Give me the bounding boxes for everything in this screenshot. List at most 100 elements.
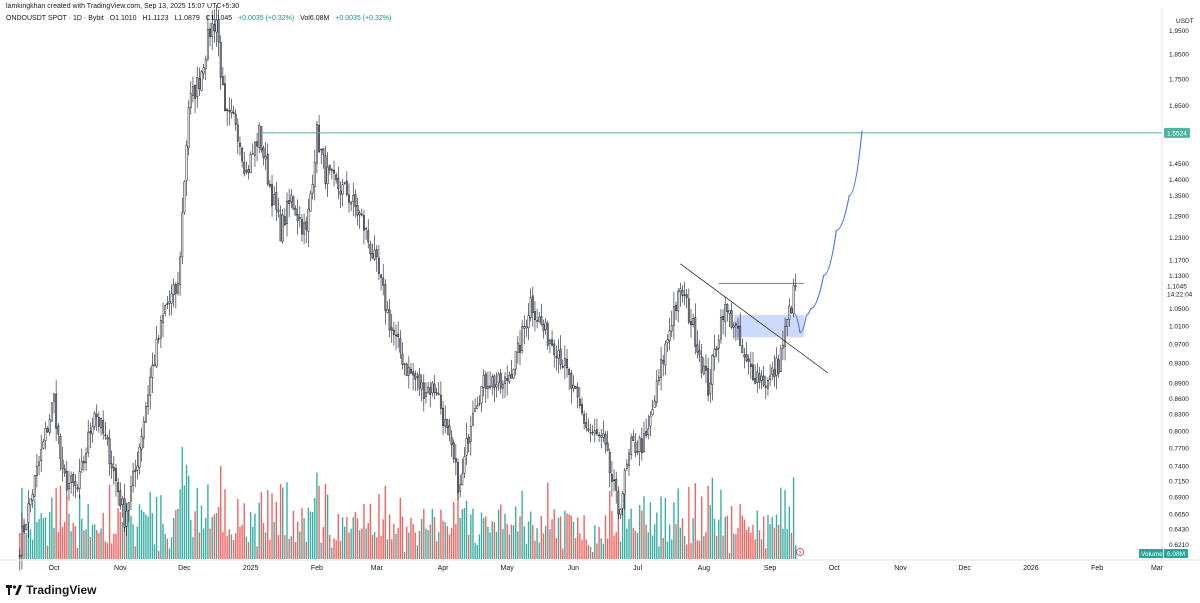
volume-bar (393, 523, 395, 559)
change-value: +0.0035 (+0.32%) (238, 15, 295, 22)
projection-path[interactable] (793, 130, 863, 334)
candle (46, 426, 49, 433)
volume-bar (495, 531, 498, 559)
candle (25, 523, 28, 531)
candle (286, 192, 288, 237)
candle (258, 122, 261, 154)
volume-bar (320, 542, 322, 559)
candle (647, 414, 650, 440)
volume-bar (209, 528, 211, 559)
candle (773, 355, 776, 387)
candle (219, 35, 222, 90)
candle (277, 197, 280, 218)
candle (395, 324, 397, 351)
volume-bar (335, 540, 337, 559)
price-tick-label: 0.8600 (1169, 396, 1189, 403)
price-chart[interactable]: USDT 1.9500 1.8500 1.7500 1.6500 1.4500 1.400… (0, 0, 1200, 580)
volume-bar (275, 502, 278, 559)
candle (335, 172, 338, 184)
volume-bar (604, 515, 607, 559)
candle (707, 357, 710, 402)
candle (448, 418, 451, 442)
candle (489, 371, 492, 390)
volume-bar (177, 508, 179, 559)
time-tick-label: Nov (114, 565, 127, 572)
time-tick-label: Mar (371, 565, 384, 572)
volume-bar (361, 528, 363, 559)
volume-bar (611, 510, 613, 559)
candle (702, 357, 705, 376)
volume-bar (397, 527, 399, 559)
volume-bar (414, 532, 416, 559)
candle (386, 301, 389, 314)
candle (726, 303, 729, 322)
candle (55, 380, 58, 442)
time-tick-label: 2025 (243, 565, 259, 572)
volume-bar (170, 537, 173, 559)
tradingview-icon (6, 585, 22, 595)
volume-bar (346, 517, 348, 559)
candle (271, 174, 273, 217)
volume-bar (237, 499, 239, 559)
trendline[interactable] (680, 263, 829, 374)
price-tick-label: 1.3500 (1169, 193, 1189, 200)
volume-bar (40, 513, 42, 559)
volume-bar (527, 521, 530, 559)
volume-bar (549, 529, 551, 559)
volume-bar (529, 511, 532, 559)
candle (283, 208, 286, 227)
candle (474, 398, 477, 412)
candle (760, 370, 763, 390)
candle (403, 363, 406, 376)
volume-bar (457, 490, 459, 559)
candle (711, 354, 714, 401)
volume-bar (307, 507, 310, 559)
candle (206, 15, 209, 62)
volume-bar (491, 521, 493, 559)
volume-bar (215, 512, 218, 559)
volume-bar (696, 540, 699, 559)
volume-bar (519, 516, 521, 559)
volume-bar (78, 495, 81, 559)
candle (422, 374, 425, 412)
volume-bar (493, 521, 496, 559)
time-tick-label: Feb (311, 565, 323, 572)
volume-bar (542, 533, 545, 559)
candle (390, 313, 393, 343)
volume-bar (271, 493, 273, 559)
candle (739, 312, 742, 346)
candle (303, 213, 306, 245)
volume-bar (96, 530, 98, 559)
time-tick-label: Dec (958, 565, 971, 572)
candle (373, 235, 376, 262)
volume-bar (294, 541, 297, 559)
candle (482, 369, 485, 397)
tradingview-logo[interactable]: TradingView (6, 583, 96, 597)
volume-bar (63, 521, 66, 559)
candle (91, 417, 94, 444)
volume-bar (724, 516, 726, 559)
candle (119, 482, 122, 510)
candle (495, 372, 498, 398)
volume-bar (639, 504, 641, 559)
volume-bar (465, 500, 468, 559)
candle (548, 338, 551, 354)
volume-bar (570, 515, 572, 559)
candle (375, 245, 378, 272)
candle (553, 339, 556, 368)
candle (555, 345, 558, 371)
candle (728, 310, 731, 328)
candle (563, 345, 566, 380)
volume-bar (692, 518, 694, 559)
volume-bar (153, 544, 156, 559)
symbol-label[interactable]: ONDOUSDT SPOT · 1D · Bybit (6, 15, 104, 22)
alert-icon[interactable] (796, 548, 804, 556)
demand-zone[interactable] (733, 315, 805, 338)
volume-bar (269, 539, 271, 559)
volume-bar (155, 496, 158, 559)
candle (433, 374, 436, 400)
candle (670, 310, 673, 337)
candle (576, 382, 579, 409)
price-tick-label: 0.7400 (1169, 463, 1189, 470)
candle (74, 474, 77, 499)
